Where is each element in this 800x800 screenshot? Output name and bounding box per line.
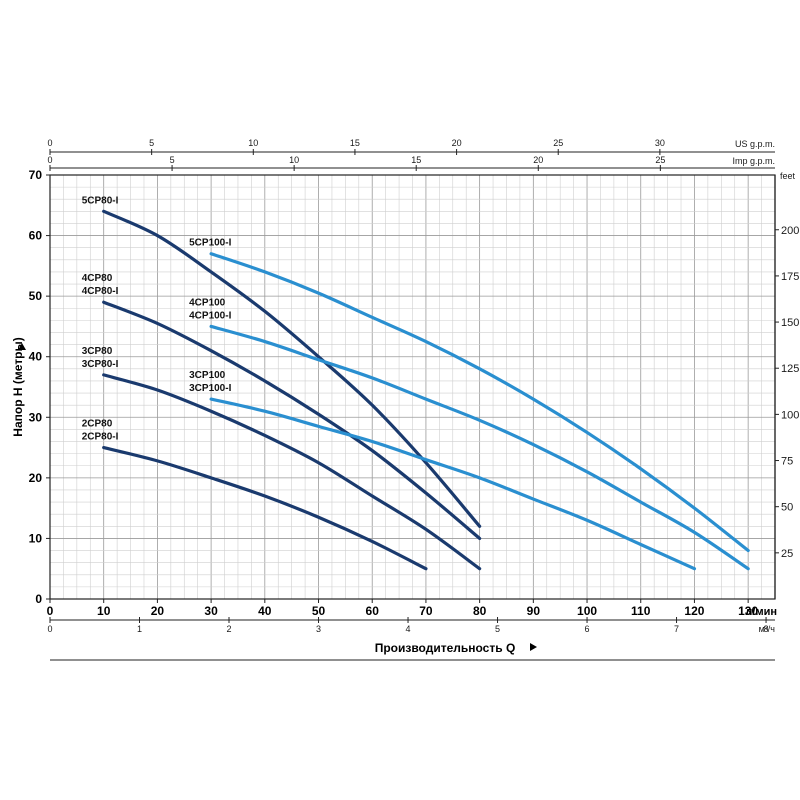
m3h-tick-label: 8 xyxy=(764,624,769,634)
x-tick-label: 80 xyxy=(473,604,487,618)
x-tick-label: 10 xyxy=(97,604,111,618)
feet-tick-label: 100 xyxy=(781,409,799,421)
feet-tick-label: 150 xyxy=(781,317,799,329)
imp-gpm-unit-label: Imp g.p.m. xyxy=(732,156,775,166)
curve-label-1: 4CP80-I xyxy=(82,286,119,297)
imp-gpm-tick-label: 0 xyxy=(47,155,52,165)
imp-gpm-tick-label: 10 xyxy=(289,155,299,165)
y-axis-arrow-icon xyxy=(18,343,26,350)
us-gpm-tick-label: 15 xyxy=(350,138,360,148)
y-axis-title: Напор H (метры) xyxy=(11,337,25,436)
curve-6 xyxy=(209,397,697,571)
x-unit-label: л/мин xyxy=(745,606,777,618)
imp-gpm-tick-label: 15 xyxy=(411,155,421,165)
feet-tick-label: 50 xyxy=(781,502,793,514)
curve-2 xyxy=(102,373,482,571)
us-gpm-tick-label: 30 xyxy=(655,138,665,148)
y-tick-label: 30 xyxy=(29,410,43,424)
x-tick-label: 0 xyxy=(47,604,54,618)
x-tick-label: 100 xyxy=(577,604,597,618)
x-tick-label: 110 xyxy=(631,604,651,618)
curve-labels: 5CP80-I 4CP80 4CP80-I 3CP80 3CP80-I 2CP80 2CP8… xyxy=(82,195,232,442)
curve-3 xyxy=(102,445,428,571)
y-tick-label: 0 xyxy=(35,592,42,606)
m3h-tick-label: 4 xyxy=(406,624,411,634)
curve-label-3: 2CP80-I xyxy=(82,432,119,443)
m3h-tick-label: 7 xyxy=(674,624,679,634)
y-tick-label: 50 xyxy=(29,289,43,303)
curve-label-6: 3CP100 xyxy=(189,370,226,381)
x-tick-label: 130 xyxy=(738,604,758,618)
m3h-tick-label: 0 xyxy=(47,624,52,634)
y-tick-label: 20 xyxy=(29,471,43,485)
y-tick-label: 40 xyxy=(29,350,43,364)
y-tick-label: 70 xyxy=(29,168,43,182)
curves xyxy=(102,209,750,571)
m3h-tick-label: 1 xyxy=(137,624,142,634)
x-tick-label: 120 xyxy=(684,604,704,618)
grid xyxy=(49,174,776,600)
feet-tick-label: 200 xyxy=(781,225,799,237)
us-gpm-tick-label: 0 xyxy=(47,138,52,148)
imp-gpm-tick-label: 25 xyxy=(655,155,665,165)
x-axis-title: Производительность Q xyxy=(375,641,516,655)
curve-0 xyxy=(102,209,482,528)
imp-gpm-tick-label: 5 xyxy=(170,155,175,165)
m3h-tick-label: 6 xyxy=(585,624,590,634)
curve-4 xyxy=(209,252,750,553)
us-gpm-tick-label: 25 xyxy=(553,138,563,148)
m3h-tick-label: 5 xyxy=(495,624,500,634)
x-axis-arrow-icon xyxy=(530,643,537,651)
curve-5 xyxy=(209,324,750,571)
curve-label-3: 2CP80 xyxy=(82,419,113,430)
y-tick-label: 10 xyxy=(29,531,43,545)
x-tick-label: 90 xyxy=(527,604,541,618)
curve-label-2: 3CP80-I xyxy=(82,359,119,370)
feet-tick-label: 125 xyxy=(781,363,799,375)
us-gpm-tick-label: 10 xyxy=(248,138,258,148)
feet-tick-label: 75 xyxy=(781,456,793,468)
us-gpm-tick-label: 20 xyxy=(452,138,462,148)
curve-1 xyxy=(102,300,482,541)
curve-label-5: 4CP100 xyxy=(189,297,226,308)
us-gpm-unit-label: US g.p.m. xyxy=(735,139,775,149)
x-tick-label: 40 xyxy=(258,604,272,618)
curve-label-1: 4CP80 xyxy=(82,273,113,284)
feet-tick-label: 175 xyxy=(781,271,799,283)
m3h-tick-label: 2 xyxy=(227,624,232,634)
us-gpm-tick-label: 5 xyxy=(149,138,154,148)
m3h-unit-label: м³/ч xyxy=(759,624,776,634)
x-tick-label: 50 xyxy=(312,604,326,618)
y-tick-label: 60 xyxy=(29,229,43,243)
curve-label-2: 3CP80 xyxy=(82,346,113,357)
x-tick-label: 20 xyxy=(151,604,165,618)
x-tick-label: 60 xyxy=(366,604,380,618)
feet-tick-label: 25 xyxy=(781,548,793,560)
x-tick-label: 30 xyxy=(204,604,218,618)
feet-unit-label: feet xyxy=(780,171,796,181)
imp-gpm-tick-label: 20 xyxy=(533,155,543,165)
x-tick-label: 70 xyxy=(419,604,433,618)
curve-label-6: 3CP100-I xyxy=(189,383,231,394)
curve-label-5: 4CP100-I xyxy=(189,310,231,321)
axes: 0 10 20 30 40 50 60 70 80 90 100 110 120 130л/мин0102… xyxy=(11,138,799,661)
curve-label-4: 5CP100-I xyxy=(189,238,231,249)
m3h-tick-label: 3 xyxy=(316,624,321,634)
curve-label-0: 5CP80-I xyxy=(82,195,119,206)
